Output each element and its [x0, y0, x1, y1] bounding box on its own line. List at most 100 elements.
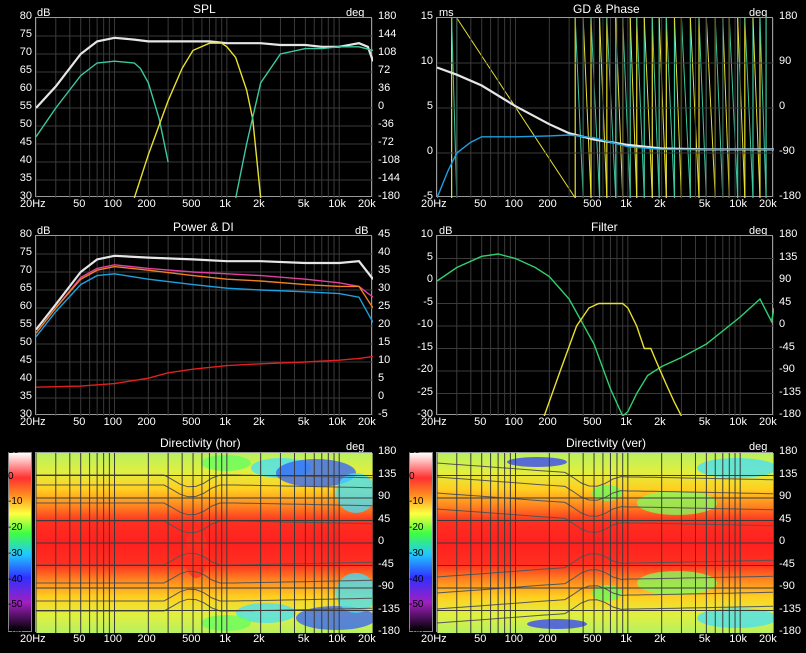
x-tick-label: 100	[504, 633, 523, 645]
left-tick-label: 80	[19, 10, 32, 22]
left-tick-label: 75	[19, 28, 32, 40]
powerdi-series-1-line	[36, 264, 373, 334]
x-tick-label: 20Hz	[421, 198, 447, 210]
left-tick-label: 65	[19, 64, 32, 76]
spl-series-1-line	[36, 60, 169, 163]
contour-line	[437, 553, 774, 578]
dirver-heatmap-svg	[437, 453, 774, 633]
right-tick-label: 90	[779, 55, 792, 67]
right-tick-label: -90	[779, 580, 795, 592]
heatmap-lobe	[592, 585, 622, 601]
left-tick-label: -15	[417, 340, 433, 353]
heatmap-lobe	[336, 573, 373, 613]
gdphase-chart-svg	[437, 18, 774, 198]
right-tick-label: 45	[779, 295, 792, 308]
x-tick-label: 20k	[759, 416, 777, 428]
x-tick-label: 10k	[328, 416, 347, 428]
right-tick-label: 0	[779, 318, 786, 330]
powerdi-plot-area	[35, 235, 373, 416]
x-tick-label: 5k	[698, 633, 711, 645]
dirver-title: Directivity (ver)	[566, 436, 646, 450]
left-tick-label: 30	[19, 408, 32, 420]
right-tick-label: -90	[378, 580, 394, 592]
x-tick-label: 1k	[219, 633, 231, 645]
left-tick-label: 5	[426, 250, 433, 263]
powerdi-series-0-line	[36, 254, 373, 331]
right-tick-label: 0	[779, 535, 786, 547]
left-tick-label: 0	[409, 470, 415, 482]
heatmap-lobe	[336, 473, 373, 513]
x-tick-label: 2k	[253, 198, 265, 210]
left-tick-label: -5	[423, 190, 433, 202]
left-tick-label: 45	[19, 354, 32, 366]
right-tick-label: 5	[378, 372, 385, 384]
heatmap-lobe	[276, 459, 356, 487]
x-tick-label: 5k	[297, 416, 310, 428]
left-tick-label: -50	[409, 599, 424, 611]
heatmap-lobe	[507, 457, 567, 467]
contour-line	[437, 492, 774, 517]
left-tick-label: 0	[8, 470, 14, 482]
dirver-panel: Directivity (ver) deg 10 0 -10 -20 -30 -40 -50…	[403, 436, 806, 653]
gdphase-right-unit: deg	[749, 7, 768, 19]
left-tick-label: 35	[19, 390, 32, 402]
gdphase-grid	[437, 18, 774, 198]
left-tick-label: 60	[19, 82, 32, 94]
heatmap-lobe	[637, 491, 717, 515]
right-tick-label: 0	[378, 100, 385, 112]
x-tick-label: 10k	[729, 198, 748, 210]
spl-left-unit: dB	[37, 7, 51, 19]
contour-line	[36, 484, 373, 498]
x-tick-label: 20k	[759, 198, 777, 210]
x-tick-label: 50	[73, 416, 86, 428]
filter-left-unit: dB	[439, 225, 453, 237]
x-tick-label: 500	[583, 633, 602, 645]
dirhor-heatmap-svg	[36, 453, 373, 633]
x-tick-label: 1k	[620, 416, 632, 428]
contour-line	[437, 599, 774, 624]
left-tick-label: 0	[426, 273, 433, 285]
left-tick-label: -5	[423, 295, 433, 308]
right-tick-label: 0	[378, 390, 385, 402]
left-tick-label: 40	[19, 372, 32, 384]
x-tick-label: 500	[182, 633, 201, 645]
left-tick-label: -60	[8, 625, 23, 636]
right-tick-label: -135	[779, 602, 802, 615]
spl-plot-area	[35, 17, 373, 198]
x-tick-label: 100	[103, 416, 122, 428]
powerdi-series-2-line	[36, 265, 373, 334]
dirver-grid	[437, 453, 774, 633]
left-tick-label: 10	[8, 445, 20, 456]
right-tick-label: 135	[779, 467, 798, 480]
right-tick-label: -5	[378, 408, 388, 420]
x-tick-label: 500	[182, 416, 201, 428]
powerdi-series-3-line	[36, 273, 373, 338]
right-tick-label: 90	[779, 273, 792, 285]
spl-title: SPL	[193, 2, 216, 16]
dirhor-right-unit: deg	[346, 441, 365, 453]
x-tick-label: 200	[538, 198, 557, 210]
contour-line	[36, 588, 373, 602]
x-tick-label: 50	[73, 633, 86, 645]
spl-panel: SPL dB deg 80 75 70 65 60 55 50 45 40 35 30 180 144…	[0, 0, 403, 218]
right-tick-label: 10	[378, 354, 391, 366]
filter-title: Filter	[591, 220, 618, 234]
x-tick-label: 5k	[698, 198, 711, 210]
left-tick-label: 65	[19, 282, 32, 294]
x-tick-label: 10k	[328, 198, 347, 210]
x-tick-label: 200	[137, 633, 156, 645]
left-tick-label: 40	[19, 154, 32, 166]
left-tick-label: -40	[8, 573, 23, 585]
right-tick-label: 90	[378, 490, 391, 502]
spl-chart-svg	[36, 18, 373, 198]
x-tick-label: 100	[504, 198, 523, 210]
left-tick-label: -20	[409, 522, 424, 534]
right-tick-label: -180	[378, 190, 401, 202]
powerdi-right-unit: dB	[355, 225, 369, 237]
filter-panel: Filter dB deg 10 5 0 -5 -10 -15 -20 -25 -30 180 1…	[403, 218, 806, 436]
dirver-plot-area	[436, 452, 774, 633]
powerdi-left-unit: dB	[37, 225, 51, 237]
x-tick-label: 200	[137, 416, 156, 428]
left-tick-label: 70	[19, 264, 32, 276]
contour-line	[36, 502, 373, 516]
